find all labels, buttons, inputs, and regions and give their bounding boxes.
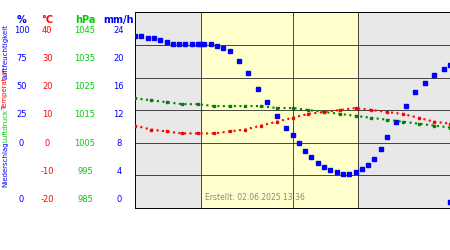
Text: 1025: 1025 — [75, 82, 95, 91]
Text: 24: 24 — [113, 26, 124, 35]
Text: Temperatur: Temperatur — [2, 70, 9, 110]
Text: 1045: 1045 — [75, 26, 95, 35]
Text: 20: 20 — [42, 82, 53, 91]
Text: 0: 0 — [19, 195, 24, 204]
Text: 100: 100 — [14, 26, 30, 35]
Text: -20: -20 — [40, 195, 54, 204]
Text: 995: 995 — [77, 167, 93, 176]
Text: 1005: 1005 — [75, 139, 95, 148]
Text: -10: -10 — [40, 167, 54, 176]
Text: 25: 25 — [16, 110, 27, 119]
Text: Luftdruck: Luftdruck — [2, 109, 9, 142]
Text: 985: 985 — [77, 195, 93, 204]
Text: 16: 16 — [113, 82, 124, 91]
Text: 0: 0 — [19, 139, 24, 148]
Text: °C: °C — [41, 16, 53, 26]
Text: 40: 40 — [42, 26, 53, 35]
Bar — [135, 12, 201, 207]
Text: Luftfeuchtigkeit: Luftfeuchtigkeit — [2, 24, 9, 79]
Bar — [201, 12, 358, 207]
Text: 4: 4 — [116, 167, 122, 176]
Text: %: % — [17, 16, 27, 26]
Text: 0: 0 — [116, 195, 122, 204]
Text: 0: 0 — [45, 139, 50, 148]
Text: 1035: 1035 — [75, 54, 95, 63]
Text: 1015: 1015 — [75, 110, 95, 119]
Text: 12: 12 — [113, 110, 124, 119]
Text: 8: 8 — [116, 139, 122, 148]
Text: 10: 10 — [42, 110, 53, 119]
Text: 20: 20 — [113, 54, 124, 63]
Text: Niederschlag: Niederschlag — [2, 142, 9, 188]
Text: hPa: hPa — [75, 16, 95, 26]
Text: 30: 30 — [42, 54, 53, 63]
Text: Erstellt: 02.06.2025 13:36: Erstellt: 02.06.2025 13:36 — [205, 193, 305, 202]
Text: 75: 75 — [16, 54, 27, 63]
Text: 50: 50 — [16, 82, 27, 91]
Bar — [358, 12, 450, 207]
Text: mm/h: mm/h — [104, 16, 134, 26]
